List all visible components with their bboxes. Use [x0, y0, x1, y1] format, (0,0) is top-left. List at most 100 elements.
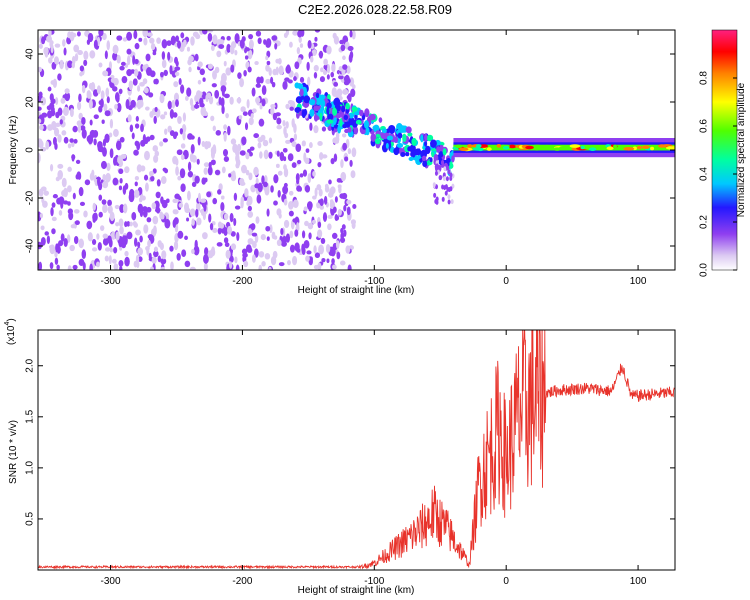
spectrogram-cell	[553, 147, 562, 151]
spectrogram-cell	[351, 147, 357, 158]
spectrogram-cell	[119, 266, 123, 270]
spectrogram-cell	[304, 220, 309, 227]
spectrogram-cell	[212, 34, 218, 45]
spectrogram-cell	[446, 165, 450, 171]
spectrogram-cell	[244, 47, 251, 52]
spectrogram-cell	[343, 205, 347, 212]
spectrogram-cell	[129, 221, 133, 227]
spectrogram-cell	[333, 81, 339, 87]
spectrogram-cell	[180, 32, 185, 39]
spectrogram-cell	[121, 75, 128, 84]
spectrogram-cell	[338, 185, 342, 194]
spectrogram-cell	[178, 202, 184, 208]
spectrogram-cell	[204, 247, 209, 256]
spectrogram-cell	[142, 133, 147, 144]
spectrogram-cell	[345, 108, 350, 114]
spectrogram-cell	[365, 127, 370, 136]
spectrogram-cell	[319, 76, 326, 83]
spectrogram-cell	[74, 220, 80, 226]
spectrogram-cell	[52, 78, 58, 89]
spectrogram-cell	[291, 141, 297, 148]
spectrogram-cell	[321, 257, 326, 263]
snr-multiplier-base: (x10	[6, 325, 17, 345]
spectrogram-cell	[206, 191, 212, 198]
spectrogram-cell	[60, 97, 66, 104]
spectrogram-cell	[327, 214, 333, 219]
spectrogram-cell	[285, 121, 289, 129]
spectrogram-cell	[208, 161, 212, 169]
spectrogram-cell	[129, 124, 134, 133]
spectrogram-cell	[234, 49, 238, 56]
spectrogram-cell	[78, 93, 82, 103]
spectrogram-cell	[251, 87, 256, 97]
spectrogram-cell	[57, 73, 62, 81]
spectrogram-cell	[236, 97, 242, 104]
spectrogram-cell	[442, 148, 447, 156]
snr-ytick-label: 1.0	[25, 460, 36, 474]
spectrogram-cell	[339, 260, 346, 266]
spectrogram-cell	[151, 256, 157, 265]
spectrogram-cell	[294, 61, 300, 70]
spectrogram-cell	[397, 132, 403, 139]
spectrogram-cell	[97, 176, 101, 187]
spectrogram-cell	[442, 176, 446, 182]
colorbar-tick-label: 0.8	[699, 71, 710, 85]
spectrogram-cell	[641, 145, 650, 150]
spectrogram-cell	[72, 264, 78, 270]
spectrogram-cell	[479, 144, 489, 148]
spectrogram-cell	[101, 199, 107, 205]
spectrogram-cell	[293, 123, 297, 134]
spectrogram-cell	[67, 265, 72, 270]
spectrogram-cell	[102, 173, 106, 181]
spectrogram-cell	[89, 119, 93, 126]
spectrogram-cell	[38, 153, 41, 163]
spectrogram-cell	[197, 192, 201, 203]
spectrogram-cell	[336, 251, 341, 260]
spectrogram-cell	[298, 186, 303, 192]
spectrogram-cell	[92, 202, 96, 211]
spectrogram-cell	[79, 71, 83, 77]
spectrogram-cell	[296, 222, 300, 231]
spectrogram-cell	[130, 99, 136, 108]
spectrogram-cell	[321, 154, 328, 159]
spectrogram-cell	[51, 61, 57, 70]
spectrogram-cell	[314, 187, 318, 198]
spectrogram-cell	[116, 102, 122, 113]
spectrogram-cell	[268, 151, 273, 159]
colorbar-tick-label: 0.2	[699, 215, 710, 229]
spectrogram-cell	[247, 238, 254, 245]
spectrogram-cell	[132, 55, 136, 65]
spectrogram-cell	[347, 93, 352, 103]
spectrogram-cell	[109, 148, 114, 159]
spectrogram-cell	[342, 142, 348, 151]
spectrogram-cell	[276, 239, 282, 247]
spectrogram-cell	[181, 249, 187, 257]
spectrogram-cell	[49, 163, 54, 172]
spectrogram-cell	[178, 78, 182, 86]
spectrogram-cell	[385, 142, 389, 149]
spectrogram-cell	[254, 61, 259, 66]
spectrogram-cell	[102, 237, 109, 246]
spectrogram-cell	[203, 167, 208, 175]
spectrogram-cell	[191, 181, 197, 187]
spectrogram-cell	[195, 208, 199, 218]
spectrogram-cell	[100, 98, 104, 108]
spectrogram-cell	[67, 143, 72, 149]
spectrogram-cell	[104, 255, 109, 262]
spectrogram-cell	[136, 103, 140, 108]
spectrogram-cell	[73, 209, 80, 214]
spectrogram-cell	[119, 226, 124, 235]
spectrogram-cell	[187, 190, 191, 201]
spectrogram-cell	[447, 199, 451, 205]
spectrogram-cell	[237, 143, 242, 152]
spectrogram-cell	[438, 151, 444, 158]
spectrogram-cell	[199, 97, 204, 107]
spectrogram-cell	[86, 135, 93, 143]
snr-multiplier: (x104)	[4, 318, 17, 345]
spectrogram-cell	[187, 171, 194, 178]
snr-x-ticks: -300 -200 -100 0 100	[101, 330, 647, 587]
spectrogram-cell	[324, 185, 330, 193]
spectrogram-cell	[305, 148, 310, 153]
spectrogram-cell	[139, 235, 143, 243]
spectrogram-cell	[296, 159, 302, 165]
